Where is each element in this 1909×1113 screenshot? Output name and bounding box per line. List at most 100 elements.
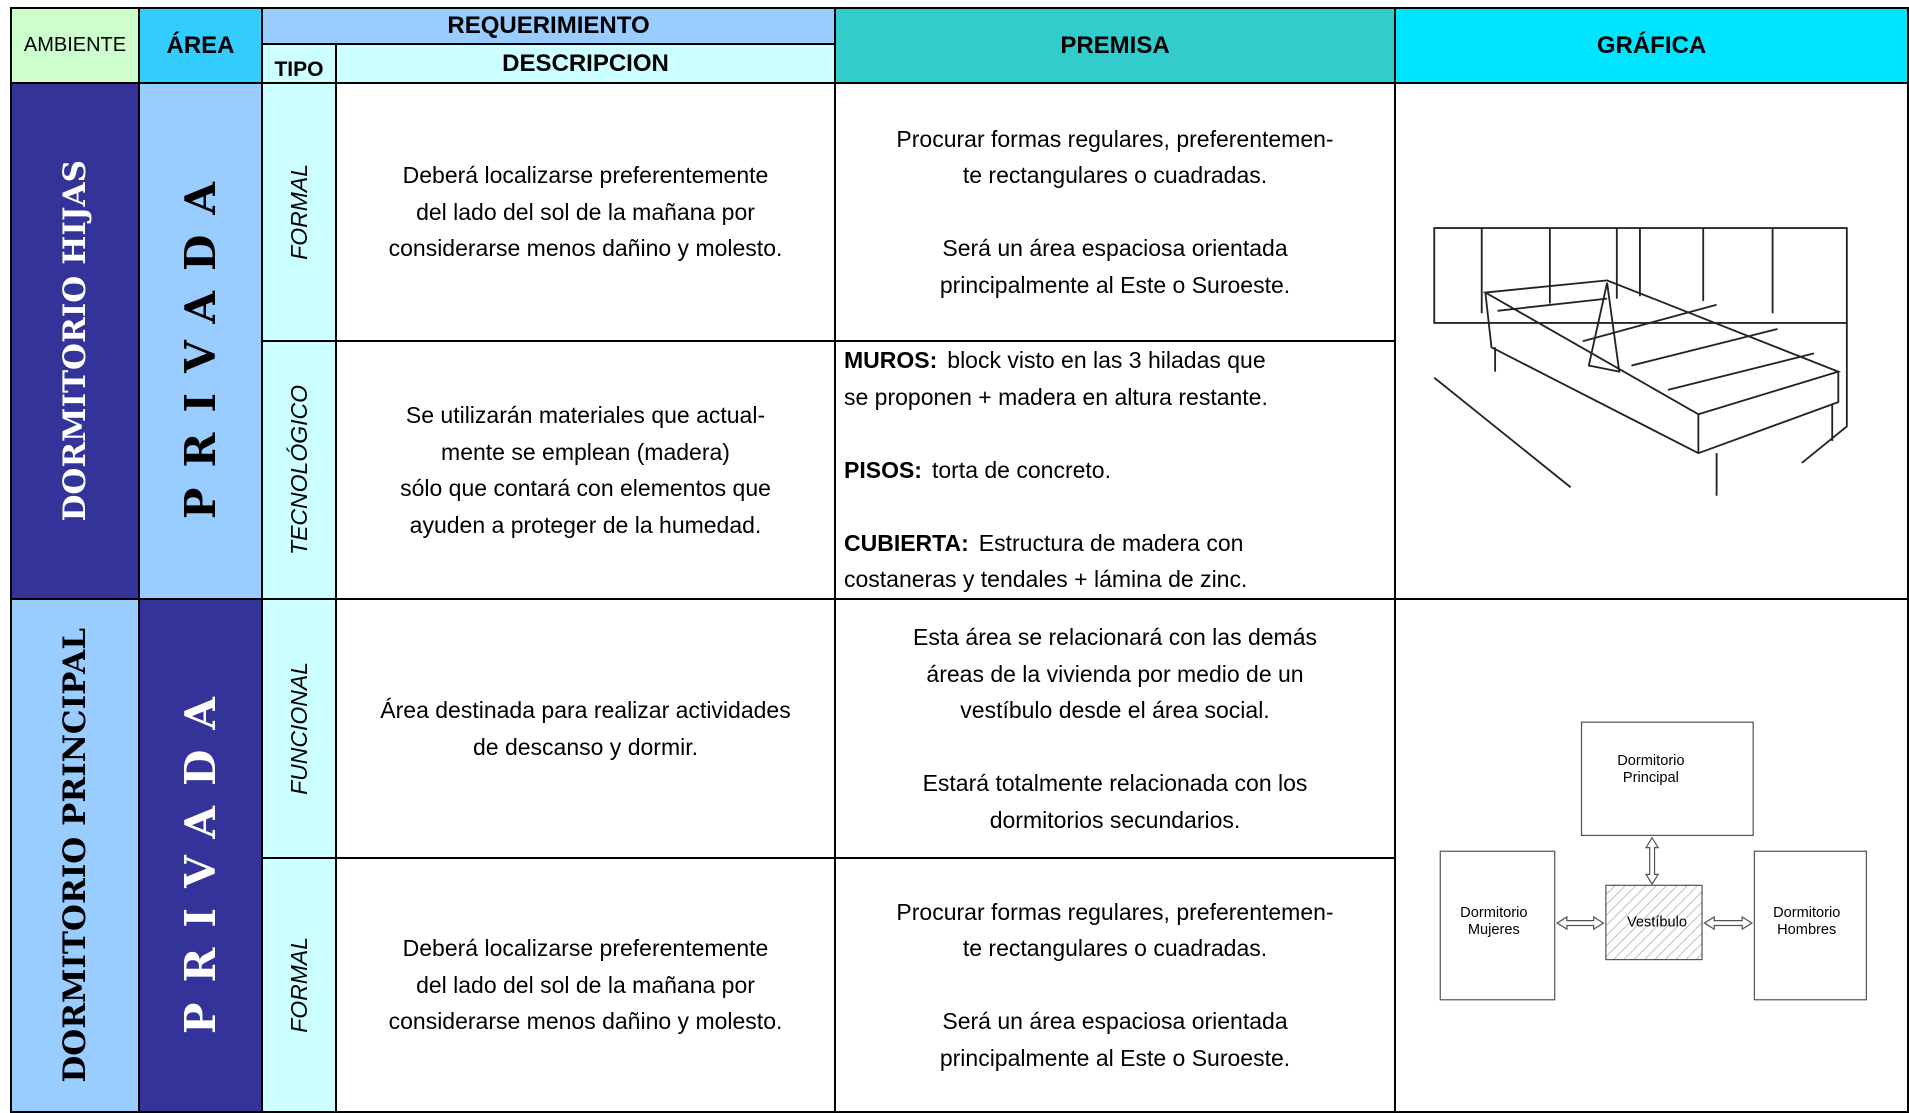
text-line: del lado del sol de la mañana por bbox=[416, 198, 755, 225]
text-line: Se utilizarán materiales que actual- bbox=[405, 402, 766, 428]
descripcion-text: Se utilizarán materiales que actual-ment… bbox=[400, 397, 771, 543]
diagram-label: Mujeres bbox=[1468, 922, 1520, 938]
text-line-wrap: Procurar formas regulares, preferentemen… bbox=[896, 121, 1333, 158]
ambiente-cell: DORMITORIO HIJAS bbox=[10, 82, 140, 600]
text-line: se proponen + madera en altura restante. bbox=[844, 383, 1268, 410]
premisa-text: Procurar formas regulares, preferentemen… bbox=[896, 121, 1333, 304]
header-cell: DESCRIPCION bbox=[335, 43, 836, 84]
tipo-label: FORMAL bbox=[285, 164, 312, 260]
header-cell: PREMISA bbox=[834, 7, 1396, 84]
text-line-wrap: te rectangulares o cuadradas. bbox=[896, 930, 1333, 967]
premisa-cell: MUROS: block visto en las 3 hiladas que se… bbox=[834, 340, 1396, 600]
premisa-label: PISOS: bbox=[844, 456, 922, 483]
text-line: ayuden a proteger de la humedad. bbox=[409, 511, 762, 538]
premisa-text: Procurar formas regulares, preferentemen… bbox=[896, 894, 1333, 1077]
text-line: mente se emplean (madera) bbox=[441, 438, 730, 465]
tipo-label: TECNOLÓGICO bbox=[285, 385, 312, 555]
area-label: PRIVADA bbox=[176, 162, 225, 520]
text-line-wrap: costaneras y tendales + lámina de zinc. bbox=[844, 561, 1268, 598]
text-line-wrap: MUROS: block visto en las 3 hiladas que bbox=[844, 342, 1268, 379]
premisa-cell: Procurar formas regulares, preferentemen… bbox=[834, 82, 1396, 342]
text-line: torta de concreto. bbox=[931, 456, 1111, 483]
text-line: vestíbulo desde el área social. bbox=[960, 697, 1270, 723]
premisa-cell: Procurar formas regulares, preferentemen… bbox=[834, 857, 1396, 1113]
text-line-wrap: Estará totalmente relacionada con los bbox=[913, 765, 1317, 802]
text-line-wrap: Será un área espaciosa orientada bbox=[896, 230, 1333, 267]
tipo-label: FORMAL bbox=[285, 937, 312, 1033]
header-cell: REQUERIMIENTO bbox=[261, 7, 836, 45]
relation-diagram: Dormitorio Principal Dormitorio Mujeres … bbox=[1439, 721, 1867, 1001]
header-text: DESCRIPCION bbox=[502, 49, 669, 77]
header-text: REQUERIMIENTO bbox=[447, 12, 650, 39]
text-line: Esta área se relacionará con las demás bbox=[913, 624, 1317, 650]
premisa-text: MUROS: block visto en las 3 hiladas que se… bbox=[844, 342, 1268, 598]
diagram-label: Hombres bbox=[1777, 922, 1836, 938]
header-text: AMBIENTE bbox=[23, 34, 127, 56]
header-cell: ÁREA bbox=[138, 7, 263, 84]
text-line: de descanso y dormir. bbox=[472, 733, 698, 760]
area-cell: PRIVADA bbox=[138, 82, 263, 600]
text-line-wrap: Será un área espaciosa orientada bbox=[896, 1003, 1333, 1040]
text-line: block visto en las 3 hiladas que bbox=[947, 347, 1266, 374]
descripcion-cell: Se utilizarán materiales que actual-ment… bbox=[335, 340, 836, 600]
paragraph: Será un área espaciosa orientada principa… bbox=[896, 230, 1333, 303]
text-line-wrap: principalmente al Este o Suroeste. bbox=[896, 267, 1333, 304]
bed-sketch bbox=[1433, 227, 1848, 496]
text-line: Procurar formas regulares, preferentemen… bbox=[896, 125, 1334, 152]
paragraph: Estará totalmente relacionada con los dor… bbox=[913, 765, 1317, 838]
text-line-wrap: dormitorios secundarios. bbox=[913, 802, 1317, 839]
tipo-cell: TECNOLÓGICO bbox=[261, 340, 337, 600]
text-line: Estará totalmente relacionada con los bbox=[922, 770, 1308, 796]
text-line: considerarse menos dañino y molesto. bbox=[388, 1008, 783, 1035]
paragraph: CUBIERTA: Estructura de madera con costane… bbox=[844, 525, 1268, 598]
diagram-label: Dormitorio bbox=[1773, 905, 1840, 921]
premisa-cell: Esta área se relacionará con las demás ár… bbox=[834, 598, 1396, 859]
text-line-wrap: CUBIERTA: Estructura de madera con bbox=[844, 525, 1268, 562]
premisa-label: CUBIERTA: bbox=[844, 529, 969, 556]
text-line-wrap: vestíbulo desde el área social. bbox=[913, 692, 1317, 729]
text-line-wrap: Procurar formas regulares, preferentemen… bbox=[896, 894, 1333, 931]
diagram-label: Principal bbox=[1623, 770, 1679, 786]
header-text: PREMISA bbox=[1060, 31, 1170, 59]
tipo-cell: FUNCIONAL bbox=[261, 598, 337, 859]
text-line-wrap: se proponen + madera en altura restante. bbox=[844, 379, 1268, 416]
descripcion-cell: Deberá localizarse preferentemente del la… bbox=[335, 857, 836, 1113]
grafica-cell bbox=[1394, 598, 1909, 1113]
ambiente-label: DORMITORIO HIJAS bbox=[57, 160, 93, 522]
header-cell: TIPO bbox=[261, 43, 337, 84]
header-text: GRÁFICA bbox=[1596, 31, 1707, 59]
paragraph: Esta área se relacionará con las demás ár… bbox=[913, 619, 1317, 729]
diagram-label: Dormitorio bbox=[1460, 905, 1527, 921]
text-line: Deberá localizarse preferentemente bbox=[402, 162, 769, 189]
diagram-label: Dormitorio bbox=[1617, 753, 1684, 769]
header-cell: AMBIENTE bbox=[10, 7, 140, 84]
paragraph: Será un área espaciosa orientada principa… bbox=[896, 1003, 1333, 1076]
text-line: te rectangulares o cuadradas. bbox=[962, 935, 1268, 962]
tipo-cell: FORMAL bbox=[261, 857, 337, 1113]
paragraph: MUROS: block visto en las 3 hiladas que se… bbox=[844, 342, 1268, 415]
area-label: PRIVADA bbox=[176, 676, 225, 1035]
text-line: dormitorios secundarios. bbox=[989, 806, 1241, 833]
ambiente-label: DORMITORIO PRINCIPAL bbox=[57, 628, 93, 1083]
tipo-label: FUNCIONAL bbox=[285, 662, 312, 795]
tipo-cell: FORMAL bbox=[261, 82, 337, 342]
text-line: del lado del sol de la mañana por bbox=[416, 971, 755, 998]
paragraph: Procurar formas regulares, preferentemen… bbox=[896, 121, 1333, 194]
text-line: áreas de la vivienda por medio de un bbox=[926, 660, 1304, 687]
header-cell: GRÁFICA bbox=[1394, 7, 1909, 84]
descripcion-text: Deberá localizarse preferentemente del la… bbox=[389, 157, 783, 267]
text-line-wrap: principalmente al Este o Suroeste. bbox=[896, 1040, 1333, 1077]
header-text: TIPO bbox=[274, 58, 324, 81]
text-line: Área destinada para realizar actividades bbox=[380, 697, 791, 723]
premisa-text: Esta área se relacionará con las demás ár… bbox=[913, 619, 1317, 838]
text-line: te rectangulares o cuadradas. bbox=[962, 162, 1268, 189]
paragraph: PISOS: torta de concreto. bbox=[844, 452, 1268, 489]
text-line: Será un área espaciosa orientada bbox=[942, 1008, 1288, 1035]
text-line: principalmente al Este o Suroeste. bbox=[939, 271, 1291, 298]
descripcion-text: Área destinada para realizar actividades… bbox=[380, 692, 790, 765]
text-line: costaneras y tendales + lámina de zinc. bbox=[844, 566, 1248, 593]
text-line: Será un área espaciosa orientada bbox=[942, 235, 1288, 262]
text-line: Estructura de madera con bbox=[978, 529, 1244, 556]
diagram-label: Vestíbulo bbox=[1627, 915, 1687, 931]
